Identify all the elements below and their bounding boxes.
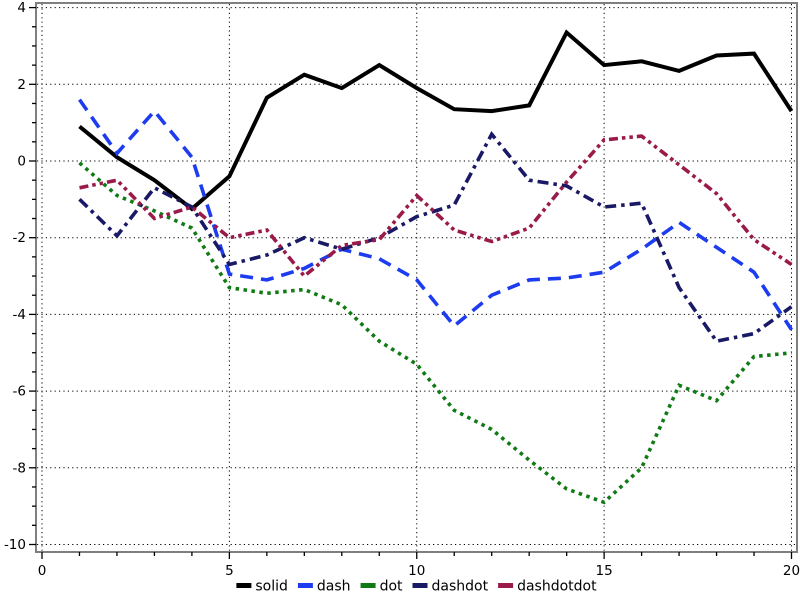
- legend: solid dash dot dashdot dashdotdot: [236, 579, 597, 595]
- series-dashdot: [78, 130, 793, 344]
- legend-label-dash: dash: [317, 579, 351, 595]
- y-tick-label-0: 0: [17, 154, 26, 170]
- legend-label-dashdotdot: dashdotdot: [517, 579, 597, 595]
- x-tick-label-10: 10: [408, 563, 425, 579]
- series-dot: [78, 161, 792, 505]
- x-tick-label-5: 5: [225, 563, 234, 579]
- legend-swatch-solid: [236, 583, 252, 588]
- legend-item-dash: dash: [297, 579, 351, 595]
- legend-swatch-dash: [297, 583, 313, 588]
- legend-item-dashdotdot: dashdotdot: [498, 579, 597, 595]
- x-tick-label-15: 15: [596, 563, 613, 579]
- series-dash: [78, 98, 794, 331]
- legend-item-dashdot: dashdot: [412, 579, 489, 595]
- y-tick-label--2: -2: [13, 230, 26, 246]
- series-solid: [78, 29, 794, 212]
- y-tick-label--10: -10: [4, 537, 26, 553]
- y-tick-label--6: -6: [13, 384, 26, 400]
- series-dashdotdot: [79, 134, 793, 279]
- y-tick-label-2: 2: [17, 77, 26, 93]
- y-tick-label--8: -8: [13, 460, 26, 476]
- y-tick-label-4: 4: [17, 0, 26, 16]
- legend-item-dot: dot: [360, 579, 403, 595]
- gridlines: [37, 4, 796, 551]
- legend-item-solid: solid: [236, 579, 288, 595]
- legend-label-dot: dot: [380, 579, 403, 595]
- y-tick-label--4: -4: [13, 307, 26, 323]
- x-tick-label-20: 20: [783, 563, 800, 579]
- legend-label-dashdot: dashdot: [432, 579, 489, 595]
- legend-swatch-dashdotdot: [498, 583, 514, 588]
- legend-swatch-dot: [360, 583, 376, 588]
- legend-swatch-dashdot: [412, 583, 428, 588]
- axis-labels: 420-2-4-6-8-100 5 10 15 20: [4, 0, 800, 579]
- legend-label-solid: solid: [255, 579, 288, 595]
- x-tick-label-0: 0: [38, 563, 47, 579]
- axis-ticks: [29, 6, 793, 559]
